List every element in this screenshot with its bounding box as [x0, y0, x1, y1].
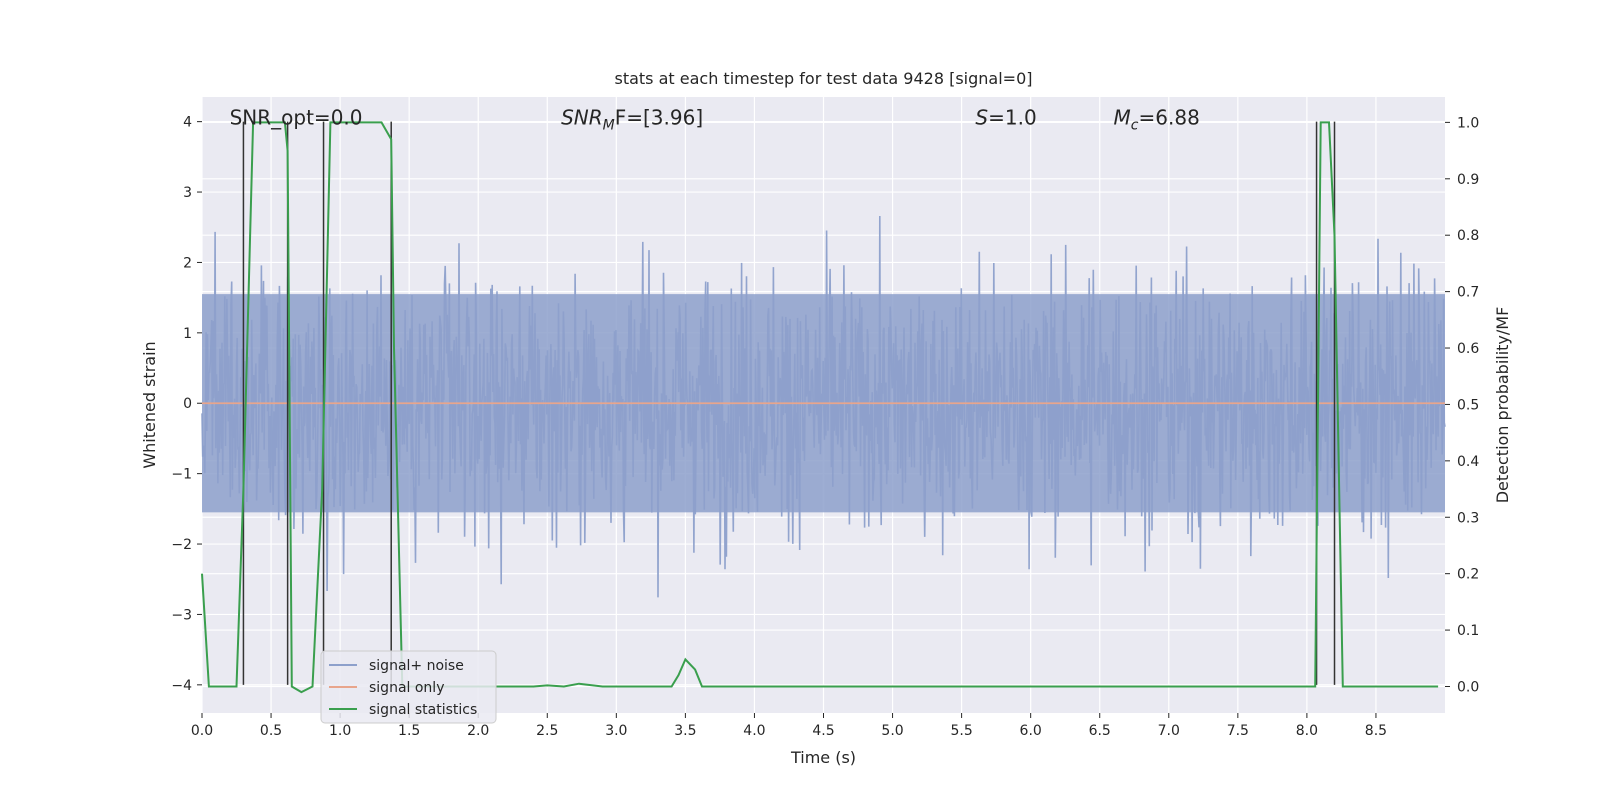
x-tick-label: 4.0	[743, 723, 765, 739]
x-tick-label: 7.0	[1158, 723, 1180, 739]
y-tick-label: 0	[183, 396, 192, 412]
x-tick-label: 6.0	[1020, 723, 1042, 739]
series-signal-statistics	[201, 121, 1439, 694]
x-tick-label: 5.0	[881, 723, 903, 739]
annotation: S=1.0	[975, 106, 1036, 130]
y-tick-label: 4	[183, 115, 192, 131]
x-tick-label: 3.0	[605, 723, 627, 739]
x-tick-label: 3.5	[674, 723, 696, 739]
signal-statistics-line	[201, 121, 1439, 694]
y-tick-label: −1	[171, 467, 192, 483]
annotation: Mc=6.88	[1114, 106, 1200, 134]
y2-tick-label: 0.0	[1457, 679, 1479, 695]
y2-tick-labels: 1.0 0.9 0.8 0.7 0.6 0.5 0.4 0.3 0.2 0.1 0.0	[1445, 115, 1479, 695]
x-tick-label: 2.5	[536, 723, 558, 739]
x-tick-label: 0.0	[191, 723, 213, 739]
y2-axis-label: Detection probability/MF	[1493, 307, 1512, 504]
legend-label: signal+ noise	[369, 658, 464, 674]
detection-vlines	[242, 121, 1336, 685]
annotation: SNR_opt=0.0	[230, 106, 363, 130]
y2-tick-label: 0.9	[1457, 172, 1479, 188]
x-tick-label: 5.5	[950, 723, 972, 739]
x-axis-label: Time (s)	[790, 748, 856, 767]
y2-tick-label: 0.1	[1457, 623, 1479, 639]
legend-box	[320, 650, 497, 724]
annotation: SNRMF=[3.96]	[561, 106, 703, 134]
y2-tick-label: 0.2	[1457, 567, 1479, 583]
x-tick-label: 0.5	[260, 723, 282, 739]
y-tick-label: −2	[171, 537, 192, 553]
y2-tick-label: 0.5	[1457, 397, 1479, 413]
legend-label: signal statistics	[369, 702, 477, 718]
y-tick-label: 3	[183, 185, 192, 201]
y-tick-label: −4	[171, 678, 192, 694]
x-tick-label: 1.0	[329, 723, 351, 739]
chart-title: stats at each timestep for test data 942…	[614, 69, 1032, 88]
y2-tick-label: 0.4	[1457, 454, 1479, 470]
x-tick-label: 8.0	[1296, 723, 1318, 739]
x-tick-label: 1.5	[398, 723, 420, 739]
x-tick-label: 8.5	[1365, 723, 1387, 739]
x-tick-labels: 0.0 0.5 1.0 1.5 2.0 2.5 3.0 3.5 4.0 4.5 5.0 5.5 6.0 6…	[191, 713, 1387, 739]
y-tick-labels: 4 3 2 1 0 −1 −2 −3 −4	[171, 115, 202, 694]
legend: signal+ noise signal only signal statistic…	[320, 650, 497, 724]
x-tick-label: 4.5	[812, 723, 834, 739]
y-tick-label: 1	[183, 326, 192, 342]
y-tick-label: −3	[171, 607, 192, 623]
y-tick-label: 2	[183, 255, 192, 271]
x-tick-label: 6.5	[1089, 723, 1111, 739]
y2-tick-label: 0.8	[1457, 228, 1479, 244]
x-tick-label: 2.0	[467, 723, 489, 739]
legend-label: signal only	[369, 680, 444, 696]
y2-tick-label: 0.3	[1457, 510, 1479, 526]
y-axis-label: Whitened strain	[140, 341, 159, 468]
y2-tick-label: 0.7	[1457, 285, 1479, 301]
annotations: SNR_opt=0.0 SNRMF=[3.96] S=1.0 Mc=6.88	[230, 106, 1200, 134]
x-tick-label: 7.5	[1227, 723, 1249, 739]
y2-tick-label: 1.0	[1457, 115, 1479, 131]
y2-tick-label: 0.6	[1457, 341, 1479, 357]
